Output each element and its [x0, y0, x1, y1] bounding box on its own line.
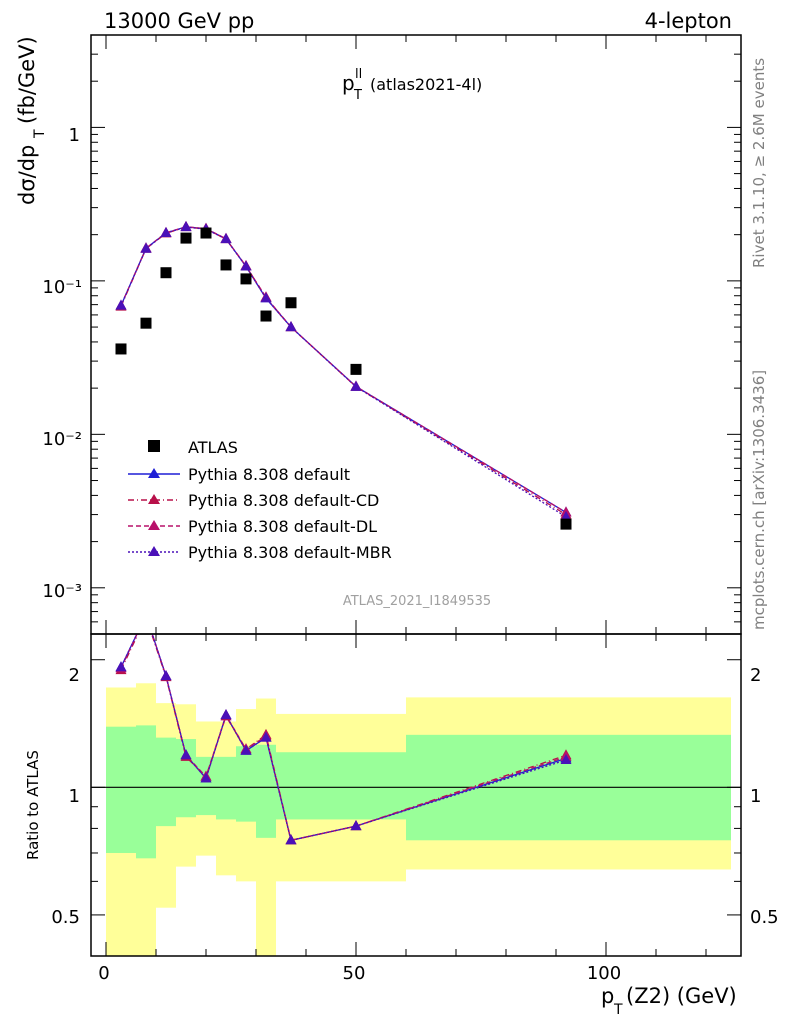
top-ylabel-unit: (fb/GeV) [15, 36, 39, 124]
title-sub: T [353, 88, 362, 103]
legend-atlas-label: ATLAS [188, 438, 238, 457]
xtick-label: 100 [587, 963, 621, 984]
legend-default-label: Pythia 8.308 default [188, 465, 350, 484]
legend-mbr-marker [148, 546, 160, 556]
ratio-panel: Ratio to ATLAS 0.5 1 2 0.5 1 2 0 50 100 … [24, 609, 779, 1018]
inner-band [136, 725, 156, 859]
inner-band [236, 746, 256, 822]
ratio-ylabel: Ratio to ATLAS [24, 750, 42, 860]
xtick-label: 0 [98, 963, 109, 984]
legend-atlas-marker [148, 440, 160, 452]
xlabel-sub: T [613, 1002, 623, 1018]
series-point [240, 260, 252, 271]
ratio-point [240, 744, 252, 755]
series-point [160, 227, 172, 238]
ratio-point [200, 772, 212, 783]
ratio-point [160, 670, 172, 681]
inner-band [276, 752, 406, 820]
ratio-ytick-label-right: 1 [750, 786, 761, 807]
top-panel: ATLAS_2021_I1849535 dσ/dp T (fb/GeV) 10⁻… [15, 34, 742, 635]
legend: ATLAS Pythia 8.308 default Pythia 8.308 … [128, 438, 392, 562]
inner-band [156, 737, 176, 827]
series-point [180, 221, 192, 232]
title-main: p [342, 71, 355, 95]
series-point [285, 321, 297, 332]
ratio-point [141, 609, 152, 619]
series-line [120, 226, 567, 518]
series-point [350, 380, 362, 391]
ratio-point [141, 609, 152, 619]
data-point [115, 343, 127, 355]
top-ylabel-main: dσ/dp [15, 145, 39, 205]
data-point [220, 259, 232, 271]
top-ytick-label: 10⁻³ [42, 581, 82, 602]
data-point [160, 267, 172, 279]
ratio-ytick-label-right: 0.5 [750, 907, 779, 928]
data-point [560, 518, 572, 530]
inner-band [256, 744, 276, 838]
top-ylabel: dσ/dp T (fb/GeV) [15, 36, 48, 205]
header-left: 13000 GeV pp [104, 9, 254, 33]
series-point [260, 292, 272, 303]
series-point [140, 242, 152, 253]
title-suffix: (atlas2021-4l) [370, 75, 482, 94]
data-point [260, 310, 272, 322]
series-point [115, 299, 127, 310]
top-ytick-label: 10⁻¹ [42, 277, 82, 298]
side-text-bottom: mcplots.cern.ch [arXiv:1306.3436] [750, 370, 768, 630]
ratio-frame [90, 633, 742, 957]
data-point [180, 232, 192, 244]
xlabel-main: p [601, 984, 614, 1008]
ratio-ytick-label: 0.5 [51, 907, 80, 928]
legend-mbr-label: Pythia 8.308 default-MBR [188, 543, 392, 562]
watermark: ATLAS_2021_I1849535 [343, 594, 491, 609]
ratio-point [141, 611, 152, 621]
xaxis-label: p T (Z2) (GeV) [601, 984, 737, 1018]
xtick-label: 50 [343, 963, 366, 984]
side-text-top: Rivet 3.1.10, ≥ 2.6M events [750, 58, 768, 268]
data-point [285, 297, 297, 309]
data-point [350, 363, 362, 375]
data-point [200, 227, 212, 239]
data-point [140, 317, 152, 329]
header-right: 4-lepton [645, 9, 732, 33]
legend-dl-label: Pythia 8.308 default-DL [188, 517, 377, 536]
inner-band [216, 756, 236, 820]
ratio-ytick-label: 2 [69, 665, 80, 686]
ratio-point [141, 609, 152, 619]
ratio-point [220, 709, 232, 720]
legend-cd-label: Pythia 8.308 default-CD [188, 491, 379, 510]
series-point [560, 510, 572, 521]
legend-default-marker [148, 468, 160, 478]
data-point [240, 273, 252, 285]
ratio-point [180, 749, 192, 760]
plot-title: p ll T (atlas2021-4l) [342, 67, 482, 103]
top-ytick-label: 10⁻² [42, 429, 82, 450]
ratio-point [350, 820, 362, 831]
top-ytick-label: 1 [69, 125, 80, 146]
ratio-point [260, 731, 272, 742]
ratio-ytick-label-right: 2 [750, 665, 761, 686]
top-ylabel-sub: T [32, 129, 48, 139]
legend-cd-marker [148, 494, 160, 504]
inner-band [196, 756, 216, 816]
ratio-point [560, 754, 572, 765]
ratio-point [285, 834, 297, 845]
legend-dl-marker [148, 520, 160, 530]
inner-band [106, 726, 136, 853]
ratio-point [115, 661, 127, 672]
ratio-ytick-label: 1 [69, 786, 80, 807]
series-point [220, 233, 232, 244]
title-sup: ll [355, 67, 362, 82]
xlabel-suffix: (Z2) (GeV) [626, 984, 737, 1008]
